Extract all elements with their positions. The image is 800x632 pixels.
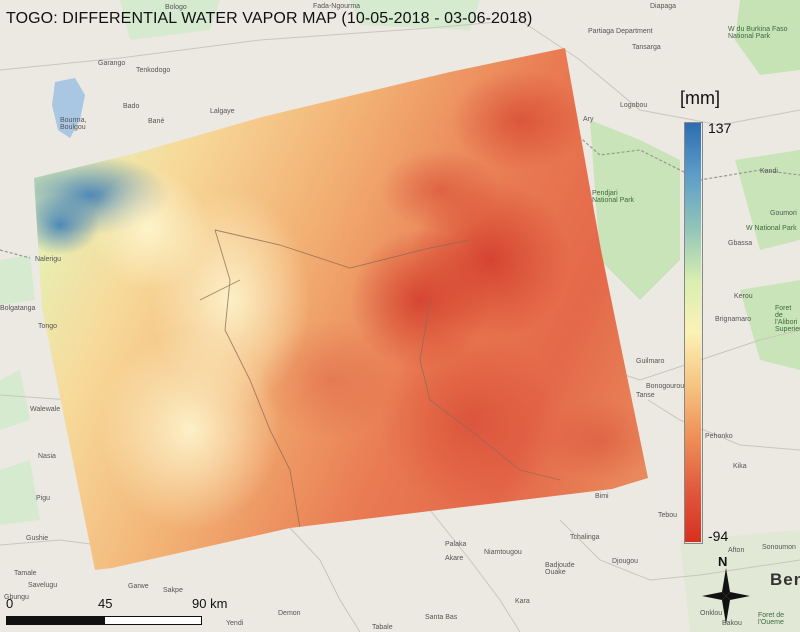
place-label: Bolgatanga — [0, 305, 36, 312]
lake — [52, 78, 85, 138]
scale-label-0: 0 — [6, 596, 14, 611]
legend-color-ramp — [684, 122, 701, 542]
place-label: Bado — [123, 103, 140, 110]
place-label: Pigu — [36, 495, 51, 502]
place-label: Sakpe — [163, 587, 183, 594]
place-label: Garango — [98, 60, 126, 67]
place-label: Bologo — [165, 4, 187, 11]
legend-max-label: 137 — [708, 120, 732, 136]
place-label: Pendjari National Park — [592, 190, 635, 204]
place-label: W National Park — [746, 225, 797, 232]
legend-unit-label: [mm] — [680, 88, 720, 108]
place-label: Djougou — [612, 558, 639, 565]
place-label: Foret de l'Alibori Superieur — [775, 305, 800, 333]
place-label: Logobou — [620, 102, 648, 109]
place-label: Tanse — [636, 392, 655, 399]
scale-label-45: 45 — [98, 596, 113, 611]
place-label: Kika — [733, 463, 747, 470]
place-label: Savelugu — [28, 582, 58, 589]
place-label: Bourma, Boulgou — [60, 117, 87, 131]
place-label: Brignamaro — [715, 316, 752, 323]
north-label: N — [718, 554, 728, 569]
place-label: Kara — [515, 598, 530, 605]
place-label: Pehonko — [705, 433, 733, 440]
scale-segment-dark — [6, 616, 105, 625]
place-label: Sonoumon — [762, 544, 796, 551]
scale-segment-light — [104, 616, 202, 625]
north-arrow-icon — [702, 568, 750, 624]
place-label: Tansarga — [632, 44, 661, 51]
place-label: Bakou — [722, 620, 742, 627]
place-label: Walewale — [30, 406, 61, 413]
place-label: Ben — [770, 570, 800, 589]
place-label: Akare — [445, 555, 464, 562]
place-label: Nasia — [38, 453, 56, 460]
place-label: Fada-Ngourma — [313, 3, 361, 10]
park-area — [735, 0, 800, 75]
place-label: Kandi — [760, 168, 778, 175]
legend-min-label: -94 — [708, 528, 729, 544]
place-label: Gbassa — [728, 240, 753, 247]
place-label: Guilmaro — [636, 358, 665, 365]
place-label: Gbungu — [4, 594, 29, 601]
place-label: Afton — [728, 547, 745, 554]
place-label: Nalerigu — [35, 256, 62, 263]
place-label: Foret de l'Oueme — [758, 612, 785, 626]
place-label: Tchalinga — [570, 534, 600, 541]
place-label: Partiaga Department — [588, 28, 653, 35]
legend-colorbar — [684, 122, 703, 544]
place-label: Bané — [148, 118, 165, 125]
place-label: Diapaga — [650, 3, 677, 10]
place-label: Niamtougou — [484, 549, 522, 556]
place-label: Garwe — [128, 583, 149, 590]
place-label: Gushie — [26, 535, 49, 542]
place-label: Badjoude Ouake — [545, 562, 575, 576]
place-label: Santa Bas — [425, 614, 458, 621]
place-label: Bimi — [595, 493, 609, 500]
place-label: Ary — [583, 116, 594, 123]
place-label: Tamale — [14, 570, 37, 577]
place-label: Demon — [278, 610, 301, 617]
place-label: Goumori — [770, 210, 797, 217]
place-label: Palaka — [445, 541, 467, 548]
place-label: Tenkodogo — [136, 67, 171, 74]
scale-bar: 0 45 90 km — [6, 596, 236, 632]
place-label: Tebou — [658, 512, 678, 519]
place-label: Bonogourou — [646, 383, 685, 390]
scale-label-90: 90 km — [192, 596, 228, 611]
place-label: Tongo — [38, 323, 58, 330]
place-label: Lalgaye — [210, 108, 235, 115]
place-label: Onklou — [700, 610, 723, 617]
place-label: Kerou — [734, 293, 753, 300]
place-label: Yendi — [226, 620, 244, 627]
place-label: W du Burkina Faso National Park — [728, 26, 788, 40]
map-title: TOGO: DIFFERENTIAL WATER VAPOR MAP (10-0… — [6, 10, 533, 27]
place-label: Tabale — [372, 624, 393, 631]
